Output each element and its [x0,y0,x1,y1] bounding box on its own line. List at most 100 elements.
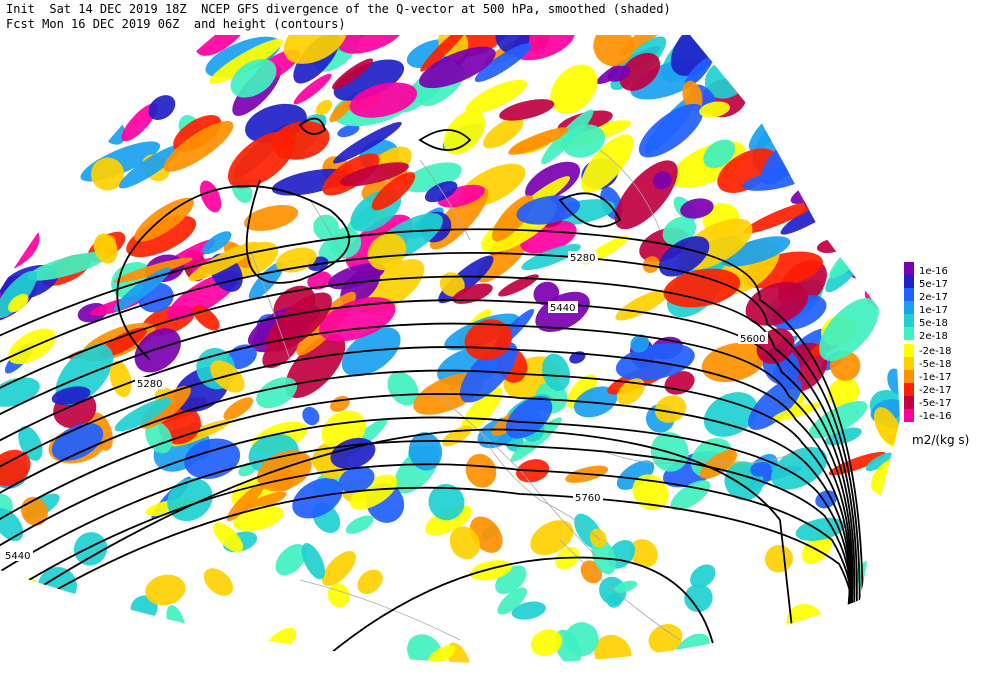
shade-blob [476,234,530,283]
shade-blob [521,243,581,271]
label-box [738,332,768,344]
shade-blob [349,474,398,510]
colorbar-label: -1e-16 [919,411,951,422]
shade-blob [615,289,669,321]
shade-blob [680,198,714,219]
colorbar-swatch [904,275,914,288]
shade-blob [0,270,38,319]
shade-blob [762,78,793,110]
shade-blob [616,378,645,405]
shade-blob [27,251,108,281]
shade-blob [115,42,143,70]
shade-blob [684,56,713,88]
shade-blob [148,95,176,121]
shade-blob [203,568,234,596]
shade-blob [854,192,900,235]
contour [116,179,350,361]
colorbar-label: 2e-18 [919,331,948,342]
colorbar-label: -5e-17 [919,398,951,409]
shade-blob [292,478,343,519]
shade-blob [242,657,281,664]
shade-blob [607,65,631,82]
shade-blob [670,480,711,511]
shade-blob [237,651,261,664]
shade-blob [243,204,299,231]
shade-blob [52,52,113,94]
shade-blob [748,378,803,430]
header-line: Fcst Mon 16 DEC 2019 06Z and height (con… [6,17,346,31]
shade-blob [7,293,29,313]
shade-blob [230,58,277,98]
shade-blob [630,334,650,353]
shade-blob [0,126,29,151]
contour-labels: 5280 5440 5600 5280 5760 5440 [3,251,768,562]
shade-blob [195,35,252,56]
shade-blob [541,109,594,165]
shade-blob [264,627,297,656]
shade-blob [333,59,405,101]
contour [418,129,472,151]
shade-blob [257,450,312,492]
colorbar-label: -2e-17 [919,385,951,396]
shade-blob [313,214,339,241]
contour [19,428,801,664]
shade-blob [770,150,851,176]
shade-blob [593,35,634,67]
shade-blob [0,377,40,407]
header-line: Init Sat 14 DEC 2019 18Z NCEP GFS diverg… [6,2,671,16]
shade-blob [803,125,839,161]
contour [0,275,858,664]
shade-blob [827,377,860,407]
shade-blob [301,543,326,580]
shade-blob [616,460,655,490]
shade-blob [248,650,278,664]
colorbar-swatch [904,357,914,370]
shade-blob [838,192,884,228]
shade-blob [166,605,186,640]
shade-blob [241,491,287,514]
colorbar-label: 1e-16 [919,266,948,277]
shade-blob [663,268,741,308]
shade-blob [89,123,107,139]
shade-blob [302,406,320,426]
shade-blob [449,526,480,560]
shade-blob [41,177,65,200]
shade-blob [703,139,736,169]
height-contours [0,117,864,664]
contour [0,416,851,664]
shade-blob [464,319,513,361]
shade-blob [454,35,514,57]
shade-blob [819,298,879,361]
contour-label: 5280 [137,379,162,390]
shade-blob [37,566,77,606]
shade-blob [338,466,375,493]
shade-blob [420,35,470,72]
shade-blob [619,52,661,91]
shade-blob [428,483,465,521]
shade-blob [447,642,471,664]
shade-blob [452,283,493,304]
shade-blob [652,171,672,190]
label-box [135,377,165,389]
shade-blob [184,438,241,479]
shade-blob [332,121,402,164]
shade-blob [113,267,171,312]
shade-blob [465,453,497,488]
shade-blob [764,545,794,573]
shade-blob [0,35,41,80]
contour [299,556,721,664]
shade-blob [367,233,407,271]
shade-blob [887,368,900,396]
shade-blob [750,461,772,477]
shade-blob [341,327,401,377]
contour [0,346,853,664]
shade-blob [542,353,571,392]
shade-blob [829,229,882,279]
shade-blob [99,327,147,358]
shade-blob [682,80,703,112]
shade-blob [371,172,416,211]
contour [0,393,851,664]
colorbar-swatch [904,344,914,357]
contour [0,251,861,664]
shade-blob [684,583,713,613]
